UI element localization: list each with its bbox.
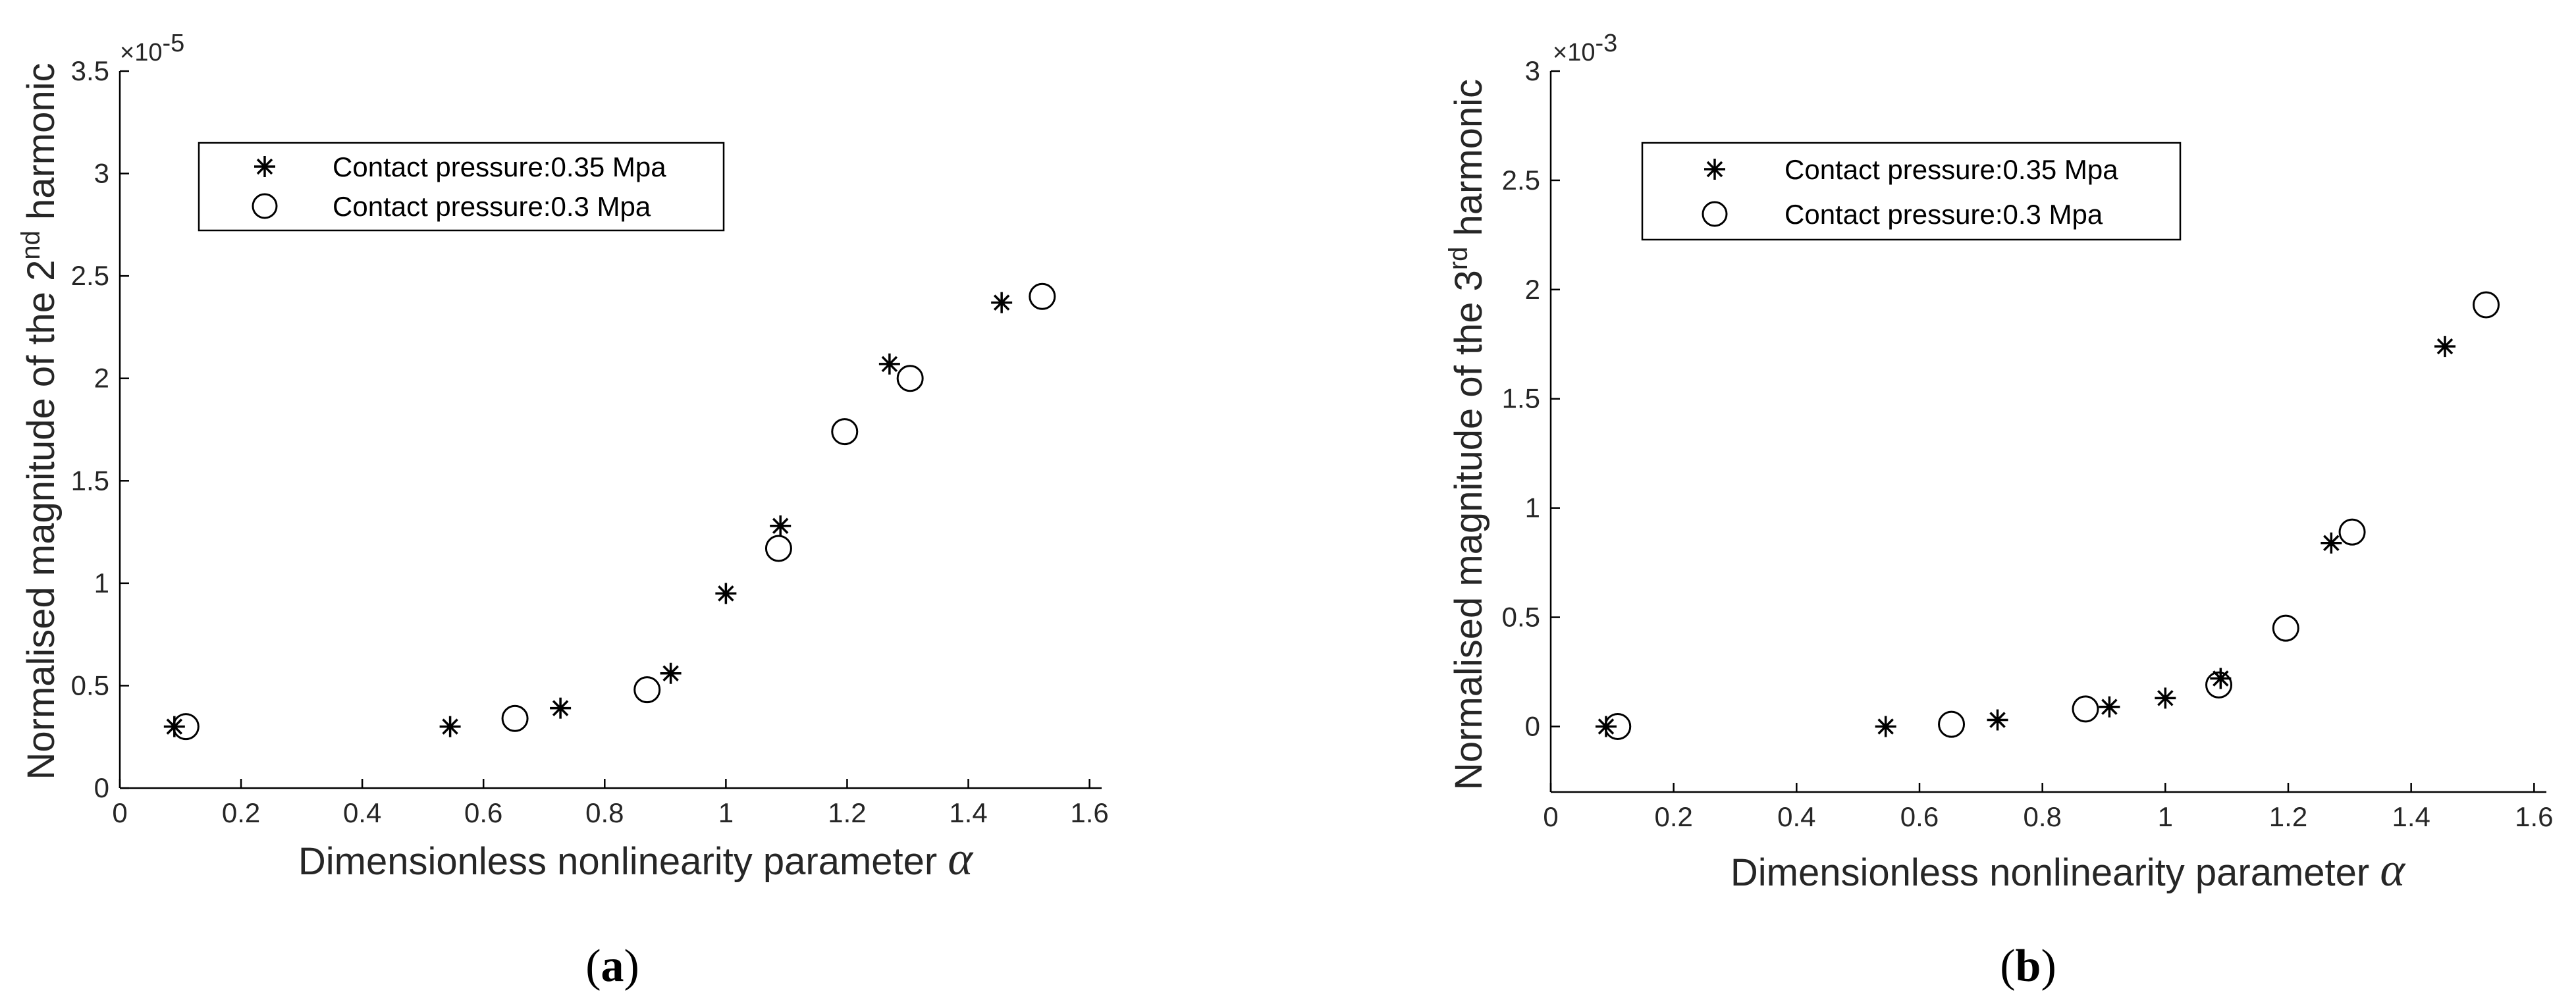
y-axis-title-b: Normalised magnitude of the 3rd harmonic (1444, 79, 1490, 790)
legend-star-icon (1704, 159, 1725, 180)
x-tick-label: 1.2 (828, 797, 866, 828)
x-tick-label: 1.6 (2515, 801, 2553, 832)
x-tick-label: 0.6 (464, 797, 502, 828)
data-point-circle-a (831, 418, 859, 446)
data-point-star-a (715, 583, 737, 604)
y-tick-label: 1 (1525, 492, 1540, 523)
data-point-circle-b (2473, 291, 2500, 319)
data-point-star-a (878, 353, 900, 375)
x-tick-label: 1 (2158, 801, 2173, 832)
legend-star-icon (254, 156, 275, 177)
legend-box-b (1641, 142, 2182, 241)
legend-label-series-1: Contact pressure:0.35 Mpa (1784, 154, 2118, 185)
data-point-star-b (2155, 687, 2176, 709)
panel-label-a: (a) (585, 941, 639, 992)
x-axis-title-a: Dimensionless nonlinearity parameter α (298, 832, 973, 885)
plot-area-a: 0 0.2 0.4 0.6 0.8 1 1.2 1.4 1.6 0 0.5 1 1.5 2 2.5 3 3.5 (71, 55, 1109, 828)
x-tick-label: 0.8 (585, 797, 624, 828)
legend-circle-icon (1702, 201, 1728, 227)
x-tick-label: 0 (1543, 801, 1558, 832)
legend-b: Contact pressure:0.35 Mpa Contact pressu… (1641, 142, 2182, 241)
y-axis-title-a: Normalised magnitude of the 2nd harmonic (16, 63, 63, 780)
x-axis-title-b: Dimensionless nonlinearity parameter α (1731, 843, 2405, 896)
data-point-circle-a (501, 704, 529, 732)
data-point-circle-a (896, 365, 924, 392)
data-point-star-b (2321, 532, 2342, 554)
x-tick-label: 0.2 (222, 797, 260, 828)
data-point-star-b (2210, 668, 2232, 689)
legend-label-series-2: Contact pressure:0.3 Mpa (1784, 199, 2103, 230)
x-tick-label: 1.2 (2269, 801, 2307, 832)
data-point-circle-a (765, 535, 792, 562)
y-tick-label: 2 (1525, 274, 1540, 305)
y-tick-label: 3 (94, 158, 109, 189)
y-tick-label: 1 (94, 568, 109, 598)
legend-a: Contact pressure:0.35 Mpa Contact pressu… (198, 142, 725, 232)
data-point-circle-a (1029, 282, 1056, 310)
y-exponent-label-b: ×10-3 (1553, 30, 1617, 66)
x-tick-label: 0.4 (343, 797, 381, 828)
y-tick-label: 2.5 (71, 260, 109, 291)
x-tick-label: 1.4 (949, 797, 987, 828)
x-tick-label: 0.6 (1900, 801, 1939, 832)
legend-label-series-2: Contact pressure:0.3 Mpa (333, 191, 651, 222)
data-point-star-b (1987, 709, 2008, 731)
x-tick-label: 1.6 (1070, 797, 1108, 828)
x-tick-label: 0.8 (2023, 801, 2061, 832)
data-point-star-a (660, 662, 682, 684)
x-tick-label: 0.2 (1654, 801, 1692, 832)
y-tick-label: 1.5 (1502, 383, 1540, 414)
y-tick-label: 0 (1525, 710, 1540, 741)
data-point-circle-b (1938, 710, 1966, 738)
y-tick-label: 2.5 (1502, 165, 1540, 196)
data-point-circle-b (2072, 695, 2099, 723)
legend-box-a (198, 142, 725, 232)
data-point-circle-b (1604, 712, 1632, 740)
data-point-circle-a (633, 676, 661, 704)
x-tick-label: 1 (718, 797, 734, 828)
data-point-star-a (163, 716, 185, 737)
data-point-star-a (439, 716, 461, 737)
x-tick-label: 1.4 (2392, 801, 2430, 832)
y-exponent-label-a: ×10-5 (120, 30, 184, 66)
y-tick-label: 1.5 (71, 465, 109, 496)
y-tick-label: 0 (94, 772, 109, 803)
chart-panel-a: 0 0.2 0.4 0.6 0.8 1 1.2 1.4 1.600.511.522.533.5 … (16, 30, 1109, 992)
y-tick-label: 3.5 (71, 55, 109, 86)
data-point-circle-a (172, 713, 200, 741)
data-point-star-b (2434, 336, 2455, 357)
data-point-star-b (2099, 696, 2120, 718)
y-tick-label: 0.5 (1502, 602, 1540, 633)
data-point-star-a (991, 292, 1013, 313)
chart-panel-b: 0 0.2 0.4 0.6 0.8 1 1.2 1.4 1.6 0 0.5 1 1.5 2 2.5 3 ×10… (1444, 30, 2554, 992)
y-tick-label: 2 (94, 363, 109, 394)
data-point-circle-b (2338, 518, 2366, 546)
panel-label-b: (b) (2000, 941, 2056, 992)
plot-area-b: 0 0.2 0.4 0.6 0.8 1 1.2 1.4 1.6 0 0.5 1 1.5 2 2.5 3 (1502, 55, 2554, 832)
x-tick-label: 0 (112, 797, 127, 828)
data-point-star-b (1875, 716, 1896, 737)
legend-circle-icon (252, 193, 278, 219)
x-tick-label: 0.4 (1777, 801, 1815, 832)
data-point-circle-b (2272, 614, 2299, 642)
data-point-star-a (770, 515, 792, 537)
data-point-star-a (550, 697, 572, 719)
y-tick-label: 3 (1525, 55, 1540, 86)
data-point-circle-b (2205, 671, 2233, 699)
y-tick-label: 0.5 (71, 670, 109, 701)
legend-label-series-1: Contact pressure:0.35 Mpa (333, 151, 666, 182)
